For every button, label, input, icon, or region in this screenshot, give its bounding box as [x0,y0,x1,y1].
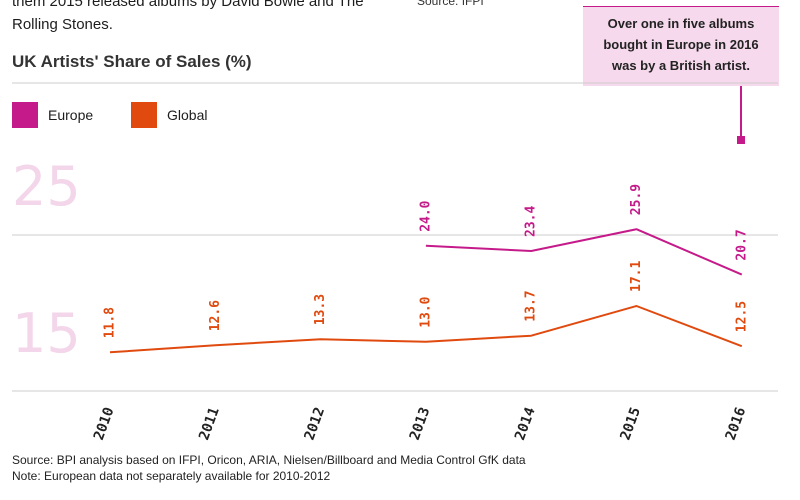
x-tick-label: 2015 [617,405,644,442]
x-tick-label: 2013 [407,405,434,442]
legend-item-europe: Europe [12,100,93,130]
data-label-global: 17.1 [629,261,644,292]
line-chart: 25 15 24.0 23.4 25.9 20.7 11.8 12.6 13.3 13.0 13.7… [12,82,778,442]
data-label-europe: 20.7 [734,229,749,260]
legend-swatch-europe [12,102,38,128]
data-label-global: 11.8 [102,307,117,338]
annotation-callout: Over one in five albums bought in Europe… [583,6,779,86]
data-label-europe: 24.0 [418,200,433,231]
intro-text: them 2015 released albums by David Bowie… [12,0,364,33]
series-line-europe [425,228,743,276]
legend-swatch-global [131,102,157,128]
top-source-note: Source: IFPI [417,0,484,8]
data-label-global: 12.5 [734,301,749,332]
y-band-label: 25 [12,155,81,218]
x-tick-label: 2012 [302,405,329,442]
data-label-global: 13.0 [418,296,433,327]
x-tick-label: 2010 [91,405,118,442]
legend-label-europe: Europe [48,107,94,123]
data-label-europe: 25.9 [629,184,644,215]
series-line-global [109,305,743,354]
y-band-label: 15 [12,302,81,365]
data-label-global: 13.3 [313,294,328,325]
x-tick-label: 2011 [196,405,223,442]
callout-pointer-marker [737,136,745,144]
footer-source: Source: BPI analysis based on IFPI, Oric… [12,453,526,467]
data-label-global: 13.7 [524,290,539,321]
x-tick-label: 2016 [723,405,750,442]
data-label-europe: 23.4 [524,206,539,237]
footer-note: Note: European data not separately avail… [12,469,331,483]
x-tick-label: 2014 [512,405,539,442]
footer: Source: BPI analysis based on IFPI, Oric… [12,452,526,484]
legend-item-global: Global [131,100,207,130]
data-label-global: 12.6 [208,300,223,331]
chart-title: UK Artists' Share of Sales (%) [12,52,252,71]
legend-label-global: Global [167,107,208,123]
